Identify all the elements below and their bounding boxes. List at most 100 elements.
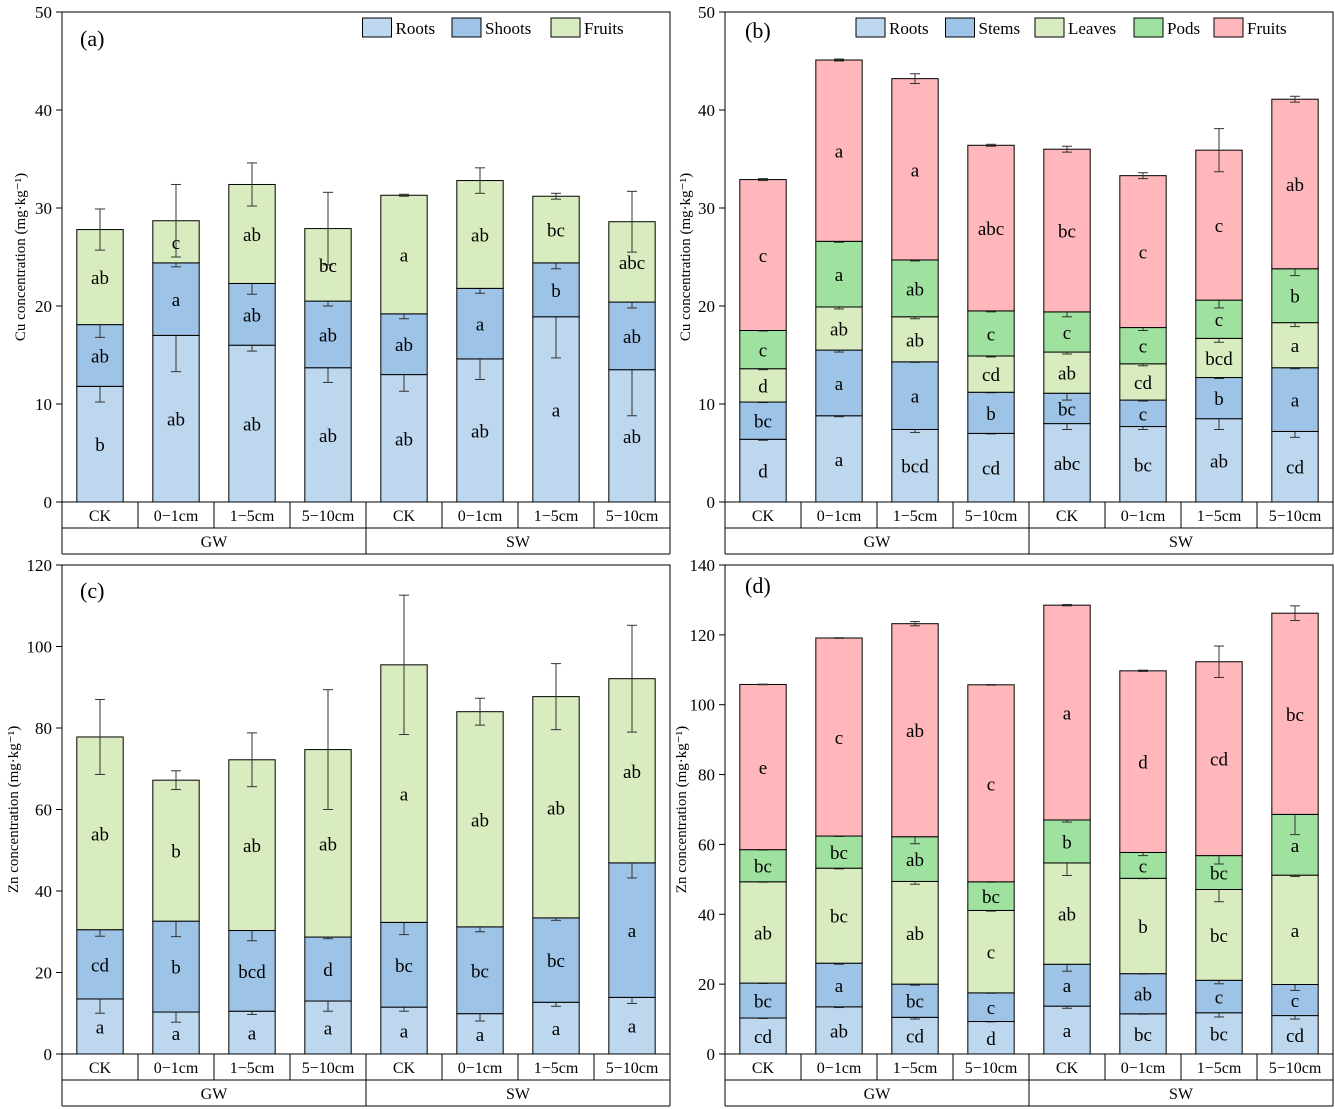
x-tick-label: CK [89, 508, 112, 525]
significance-letter: a [1291, 836, 1300, 857]
significance-letter: c [1215, 310, 1223, 331]
legend-swatch-pods [1133, 17, 1164, 38]
significance-letter: a [400, 785, 409, 806]
significance-letter: ab [906, 850, 924, 871]
bar-leaves-1 [815, 306, 863, 351]
bar-fruits-7 [1271, 98, 1319, 270]
significance-letter: a [1291, 921, 1300, 942]
x-tick-label: 5−10cm [302, 508, 355, 525]
error-bar-fruits-2 [910, 621, 920, 627]
error-bar-fruits-3 [323, 689, 333, 810]
significance-letter: abc [619, 253, 645, 274]
error-bar-fruits-1 [171, 183, 181, 258]
bar-stems-6 [1195, 979, 1243, 1014]
bar-pods-4 [1043, 311, 1091, 353]
bar-roots-6 [532, 1001, 580, 1055]
bar-leaves-1 [815, 867, 863, 964]
bar-fruits-5 [456, 711, 504, 928]
x-tick-label: 5−10cm [606, 508, 659, 525]
group-label: SW [1169, 1086, 1194, 1103]
significance-letter: a [172, 290, 181, 311]
bar-shoots-3 [304, 936, 352, 1002]
significance-letter: ab [1286, 175, 1304, 196]
bar-roots-2 [228, 1010, 276, 1055]
significance-letter: a [1063, 976, 1072, 997]
bar-stems-3 [967, 391, 1015, 434]
significance-letter: b [1138, 917, 1148, 938]
y-tick-label: 60 [698, 835, 715, 854]
y-tick-label: 40 [35, 101, 52, 120]
bar-leaves-6 [1195, 888, 1243, 981]
legend-entry-label: Fruits [1247, 19, 1287, 38]
legend: Roots Shoots Fruits [362, 17, 624, 38]
significance-letter: a [400, 1022, 409, 1043]
bar-fruits-4 [1043, 148, 1091, 313]
significance-letter: ab [1058, 905, 1076, 926]
legend-swatch-roots [362, 17, 392, 38]
error-bar-fruits-3 [986, 143, 996, 147]
bar-pods-3 [967, 310, 1015, 357]
legend-entry-label: Roots [889, 19, 929, 38]
bar-roots-4 [1043, 423, 1091, 503]
bar-stems-6 [1195, 377, 1243, 420]
significance-letter: d [758, 462, 768, 483]
bar-pods-1 [815, 835, 863, 869]
y-tick-label: 10 [698, 395, 715, 414]
bar-roots-2 [891, 1016, 939, 1055]
bar-fruits-5 [456, 180, 504, 289]
x-tick-label: 0−1cm [154, 508, 199, 525]
bar-pods-3 [967, 881, 1015, 911]
x-tick-label: 1−5cm [230, 1060, 275, 1077]
bar-shoots-1 [152, 262, 200, 336]
x-axis: CK 0−1cm 1−5cm 5−10cm CK 0−1cm 1−5cm 5−10cm GW SW [61, 1054, 671, 1107]
bar-pods-5 [1119, 851, 1167, 879]
x-tick-label: CK [752, 508, 775, 525]
significance-letter: b [95, 435, 105, 456]
significance-letter: a [1063, 1021, 1072, 1042]
error-bar-fruits-4 [399, 594, 409, 736]
significance-letter: d [758, 376, 768, 397]
significance-letter: bcd [901, 457, 929, 478]
panel-label: (d) [745, 573, 771, 598]
y-tick-label: 0 [44, 1045, 53, 1064]
panel-label: (b) [745, 18, 771, 43]
legend-entry-label: Leaves [1068, 19, 1116, 38]
significance-letter: b [1290, 287, 1300, 308]
y-tick-label: 100 [27, 638, 53, 657]
significance-letter: ab [1210, 451, 1228, 472]
significance-letter: c [1215, 988, 1223, 1009]
significance-letter: a [835, 450, 844, 471]
x-tick-label: 0−1cm [1121, 1060, 1166, 1077]
significance-letter: a [400, 246, 409, 267]
significance-letter: bc [1134, 455, 1152, 476]
bar-leaves-7 [1271, 874, 1319, 985]
bar-roots-1 [815, 415, 863, 503]
error-bar-fruits-6 [1214, 645, 1224, 678]
bar-roots-5 [1119, 1013, 1167, 1055]
bar-stems-0 [739, 401, 787, 440]
panel-a: babababacabababababbcababaabaababbcababa… [13, 3, 671, 555]
significance-letter: a [835, 374, 844, 395]
bar-shoots-4 [380, 313, 428, 376]
significance-letter: a [1063, 704, 1072, 725]
significance-letter: a [552, 400, 561, 421]
significance-letter: a [628, 921, 637, 942]
group-label: SW [506, 534, 531, 551]
y-tick-label: 100 [690, 696, 716, 715]
group-label: SW [506, 1086, 531, 1103]
bar-leaves-4 [1043, 862, 1091, 965]
x-tick-label: 5−10cm [606, 1060, 659, 1077]
significance-letter: a [324, 1019, 333, 1040]
significance-letter: a [835, 976, 844, 997]
significance-letter: bc [471, 961, 489, 982]
y-axis: 0 20 40 60 80 100 120 Zn concentration (mg·kg⁻¹… [6, 556, 62, 1064]
legend: Roots Stems Leaves Pods Fruits [855, 17, 1287, 38]
significance-letter: bc [547, 221, 565, 242]
bar-stems-0 [739, 982, 787, 1019]
legend-swatch-roots [855, 17, 886, 38]
bar-stems-7 [1271, 367, 1319, 432]
y-axis-label: Cu concentration (mg·kg⁻¹) [678, 173, 694, 341]
y-tick-label: 50 [35, 3, 52, 22]
significance-letter: c [759, 246, 767, 267]
significance-letter: c [987, 998, 995, 1019]
